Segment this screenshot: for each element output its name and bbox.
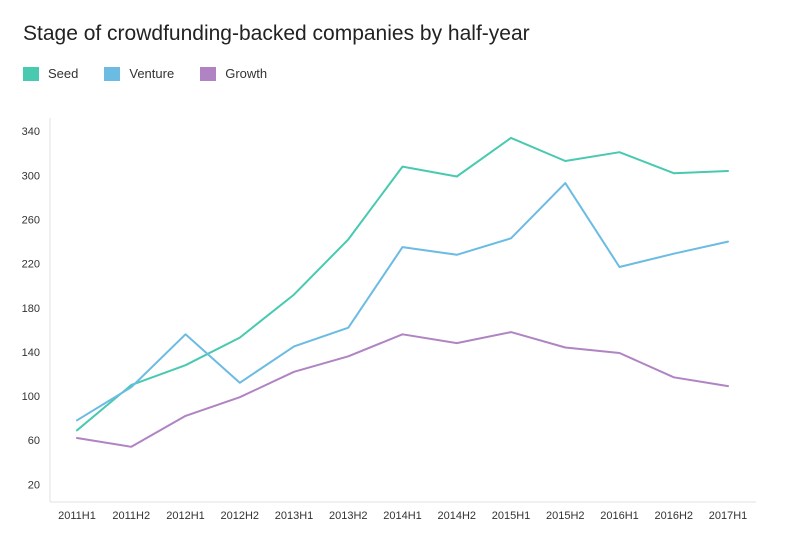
legend-swatch-seed: [23, 66, 39, 81]
legend-label-growth: Growth: [225, 66, 268, 81]
y-tick-label: 140: [22, 347, 40, 359]
chart-title: Stage of crowdfunding-backed companies b…: [23, 22, 530, 45]
x-tick-label: 2016H2: [654, 510, 693, 522]
x-tick-label: 2015H1: [492, 510, 531, 522]
legend-label-venture: Venture: [129, 66, 175, 81]
legend-item-venture[interactable]: Venture: [104, 66, 174, 81]
x-tick-label: 2012H1: [166, 510, 205, 522]
y-tick-label: 60: [28, 435, 40, 447]
x-tick-label: 2013H2: [329, 510, 368, 522]
x-tick-label: 2015H2: [546, 510, 585, 522]
y-tick-label: 300: [22, 170, 40, 182]
legend: Seed Venture Growth: [23, 66, 267, 81]
y-tick-label: 180: [22, 303, 40, 315]
x-tick-label: 2013H1: [275, 510, 314, 522]
x-tick-label: 2012H2: [220, 510, 259, 522]
y-tick-label: 260: [22, 215, 40, 227]
y-tick-label: 220: [22, 259, 40, 271]
series-line-venture: [76, 182, 729, 422]
legend-label-seed: Seed: [48, 66, 79, 81]
series-line-growth: [76, 331, 729, 448]
y-tick-label: 340: [22, 126, 40, 138]
series-line-seed: [76, 136, 729, 432]
x-tick-label: 2016H1: [600, 510, 639, 522]
x-tick-label: 2011H1: [58, 510, 96, 522]
legend-item-growth[interactable]: Growth: [200, 66, 267, 81]
legend-swatch-growth: [200, 66, 217, 81]
legend-item-seed[interactable]: Seed: [23, 66, 78, 81]
x-tick-label: 2011H2: [112, 510, 150, 522]
y-tick-label: 20: [28, 479, 40, 491]
x-tick-label: 2014H1: [383, 510, 422, 522]
y-tick-label: 100: [22, 391, 40, 403]
x-tick-label: 2014H2: [437, 510, 476, 522]
x-tick-label: 2017H1: [709, 510, 748, 522]
legend-swatch-venture: [104, 66, 121, 81]
